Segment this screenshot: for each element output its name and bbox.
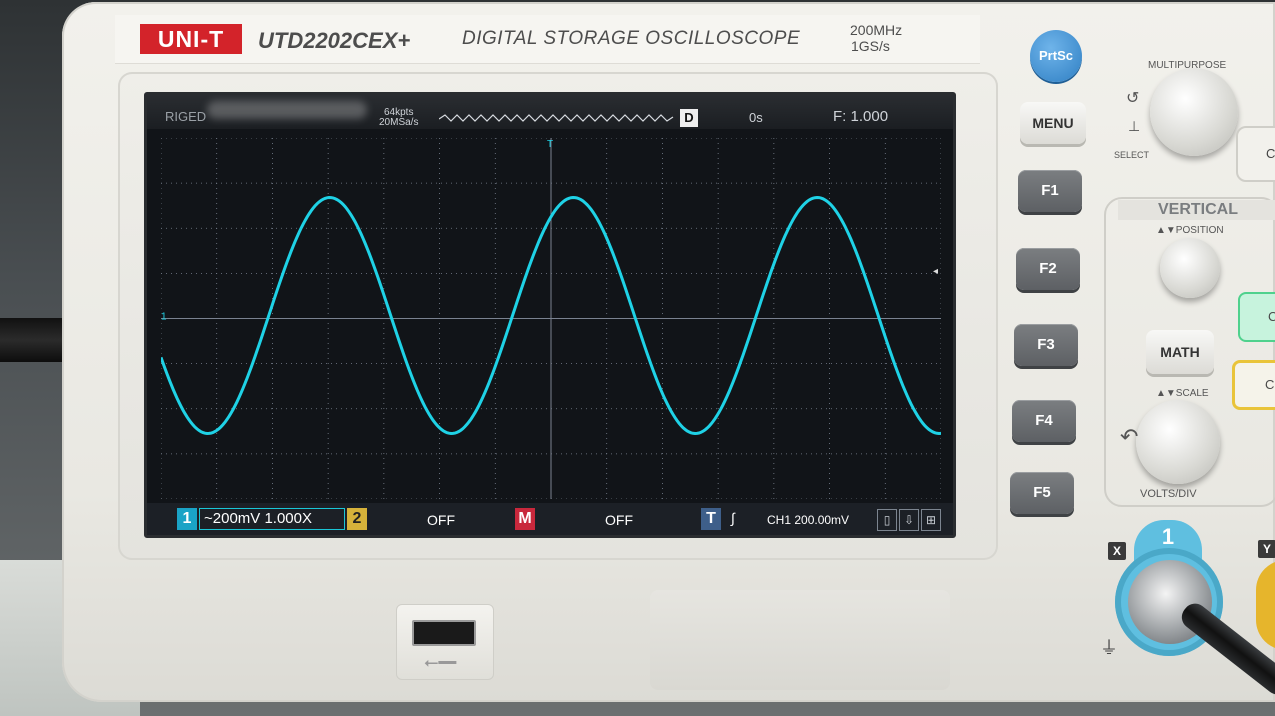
memory-depth: 64kpts	[384, 107, 414, 118]
model-name: UTD2202CEX+	[258, 28, 411, 53]
prtsc-button[interactable]: PrtSc	[1030, 30, 1082, 82]
ch2-state: OFF	[427, 512, 455, 528]
acquisition-status: RIGED	[165, 109, 207, 124]
trigger-setting: CH1 200.00mV	[767, 513, 850, 527]
device-spec: 200MHz 1GS/s	[850, 22, 902, 54]
volts-div-label: VOLTS/DIV	[1140, 488, 1197, 500]
math-state: OFF	[605, 512, 633, 528]
trigger-slope-icon: ∫	[731, 510, 735, 526]
ground-icon: ⏚	[1100, 638, 1118, 658]
ch2-bnc-ring	[1256, 560, 1275, 650]
vertical-section	[1104, 197, 1275, 507]
brand-logo: UNI-T	[140, 24, 242, 54]
math-button[interactable]: MATH	[1146, 330, 1214, 374]
multipurpose-knob[interactable]	[1150, 68, 1238, 156]
network-icon: ⊞	[921, 509, 941, 531]
f2-button[interactable]: F2	[1016, 248, 1080, 290]
acquisition-rate: 20MSa/s	[379, 117, 419, 128]
front-lower-panel	[650, 590, 950, 690]
frequency-readout: F: 1.000	[833, 108, 889, 125]
ch1-level-marker: 1	[161, 312, 167, 323]
device-description: DIGITAL STORAGE OSCILLOSCOPE	[462, 28, 801, 49]
vertical-position-knob[interactable]	[1160, 238, 1220, 298]
bandwidth-spec: 200MHz	[850, 22, 903, 38]
menu-button[interactable]: MENU	[1020, 102, 1086, 144]
ch1-select-button[interactable]: C	[1238, 292, 1275, 342]
trigger-tag[interactable]: T	[701, 508, 721, 530]
volts-div-knob[interactable]	[1136, 400, 1220, 484]
storage-icon: ▯	[877, 509, 897, 531]
ch1-tag[interactable]: 1	[177, 508, 197, 530]
select-label: SELECT	[1114, 150, 1150, 160]
f1-button[interactable]: F1	[1018, 170, 1082, 212]
scale-arrow-icon: ↶	[1120, 424, 1139, 449]
x-label: X	[1108, 542, 1126, 560]
brand-strip	[115, 15, 980, 64]
memory-overview-icon	[439, 114, 674, 122]
screen-status-bar: RIGED 64kpts 20MSa/s D 0s F: 1.000	[147, 95, 953, 129]
usb-port[interactable]	[412, 620, 476, 646]
f4-button[interactable]: F4	[1012, 400, 1076, 442]
ch1-setting: ~200mV 1.000X	[199, 508, 345, 530]
y-label: Y	[1258, 540, 1275, 558]
f3-button[interactable]: F3	[1014, 324, 1078, 366]
scale-text: SCALE	[1175, 388, 1209, 399]
push-select-icon: ⊥	[1128, 118, 1141, 134]
waveform-display: 1 T ◂	[161, 138, 941, 499]
mode-badge: D	[680, 109, 698, 127]
ch1-waveform-trace	[161, 195, 941, 436]
memory-info: 64kpts 20MSa/s	[379, 108, 418, 128]
f5-button[interactable]: F5	[1010, 472, 1074, 514]
rotate-icon: ↺	[1126, 90, 1140, 107]
ch2-select-button[interactable]: C	[1232, 360, 1275, 410]
vertical-label: VERTICAL	[1118, 200, 1275, 220]
screen-glare	[207, 101, 367, 119]
multipurpose-label: MULTIPURPOSE	[1148, 60, 1227, 71]
scale-label: ▲▼SCALE	[1156, 388, 1209, 399]
ch2-tag[interactable]: 2	[347, 508, 367, 530]
oscilloscope-screen: RIGED 64kpts 20MSa/s D 0s F: 1.000 1 T ◂ 1…	[144, 92, 956, 538]
math-tag[interactable]: M	[515, 508, 535, 530]
trigger-position: 0s	[749, 110, 763, 125]
usb-icon: ⇩	[899, 509, 919, 531]
multipurpose-side-button[interactable]: C	[1236, 126, 1275, 182]
position-text: POSITION	[1175, 225, 1224, 236]
samplerate-spec: 1GS/s	[851, 38, 890, 54]
trigger-level-marker: ◂	[933, 266, 938, 277]
usb-symbol-icon: ⭠━	[424, 652, 457, 672]
trigger-time-marker: T	[547, 139, 553, 150]
channel-info-bar: 1 ~200mV 1.000X 2 OFF M OFF T ∫ CH1 200.…	[147, 503, 953, 535]
position-label: ▲▼POSITION	[1156, 225, 1224, 236]
